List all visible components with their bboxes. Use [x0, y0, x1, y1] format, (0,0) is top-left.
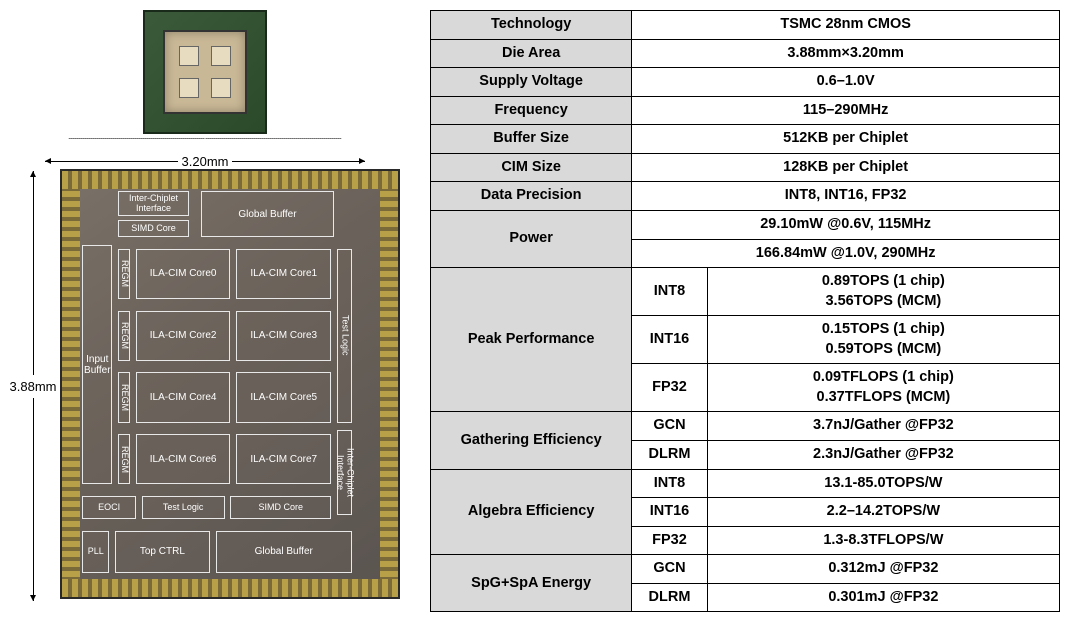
spec-value: 0.312mJ @FP32: [707, 555, 1059, 584]
table-row: Buffer Size512KB per Chiplet: [431, 125, 1060, 154]
package-die: [211, 78, 231, 98]
height-label: 3.88mm: [10, 375, 57, 398]
table-row: CIM Size128KB per Chiplet: [431, 153, 1060, 182]
block-inter-chiplet-right: Inter-Chiplet Interface: [337, 430, 352, 515]
block-ila6: ILA-CIM Core6: [136, 434, 231, 484]
spec-label: Technology: [431, 11, 632, 40]
die-photo: Inter-Chiplet Interface Global Buffer SI…: [60, 169, 400, 599]
spec-value: 0.15TOPS (1 chip)0.59TOPS (MCM): [707, 316, 1059, 364]
package-die: [179, 46, 199, 66]
spec-value: TSMC 28nm CMOS: [632, 11, 1060, 40]
spec-sublabel: FP32: [632, 526, 707, 555]
block-test-logic-bottom: Test Logic: [142, 496, 225, 519]
spec-value: 13.1-85.0TOPS/W: [707, 469, 1059, 498]
block-regm: REGM: [118, 372, 130, 422]
block-test-logic-right: Test Logic: [337, 249, 352, 423]
spec-label: Frequency: [431, 96, 632, 125]
block-regm: REGM: [118, 434, 130, 484]
block-simd-top: SIMD Core: [118, 220, 189, 237]
block-global-buffer-top: Global Buffer: [201, 191, 334, 237]
height-dimension: 3.88mm: [10, 171, 57, 601]
spec-label: Power: [431, 210, 632, 267]
block-top-ctrl: Top CTRL: [115, 531, 210, 573]
table-row: Power29.10mW @0.6V, 115MHz: [431, 210, 1060, 239]
spec-sublabel: GCN: [632, 555, 707, 584]
block-eoci: EOCI: [82, 496, 135, 519]
block-ila5: ILA-CIM Core5: [236, 372, 331, 422]
table-row: TechnologyTSMC 28nm CMOS: [431, 11, 1060, 40]
table-row: Gathering EfficiencyGCN3.7nJ/Gather @FP3…: [431, 412, 1060, 441]
block-ila3: ILA-CIM Core3: [236, 311, 331, 361]
block-global-buffer-bottom: Global Buffer: [216, 531, 352, 573]
width-label: 3.20mm: [178, 154, 233, 169]
spec-sublabel: FP32: [632, 364, 707, 412]
spec-value: 512KB per Chiplet: [632, 125, 1060, 154]
spec-sublabel: INT16: [632, 316, 707, 364]
spec-label: CIM Size: [431, 153, 632, 182]
spec-table: TechnologyTSMC 28nm CMOSDie Area3.88mm×3…: [430, 10, 1060, 612]
block-simd-bottom: SIMD Core: [230, 496, 331, 519]
spec-sublabel: INT16: [632, 498, 707, 527]
spec-value: 128KB per Chiplet: [632, 153, 1060, 182]
table-row: SpG+SpA EnergyGCN0.312mJ @FP32: [431, 555, 1060, 584]
spec-label: SpG+SpA Energy: [431, 555, 632, 612]
package-substrate: [163, 30, 247, 114]
spec-value: INT8, INT16, FP32: [632, 182, 1060, 211]
block-regm: REGM: [118, 311, 130, 361]
spec-value: 0.6–1.0V: [632, 68, 1060, 97]
spec-value: 0.09TFLOPS (1 chip)0.37TFLOPS (MCM): [707, 364, 1059, 412]
chip-figure: 3.20mm 3.88mm Inter-Chiplet Interface Gl…: [10, 10, 400, 601]
spec-value: 166.84mW @1.0V, 290MHz: [632, 239, 1060, 268]
spec-label: Buffer Size: [431, 125, 632, 154]
spec-value: 3.88mm×3.20mm: [632, 39, 1060, 68]
table-row: Die Area3.88mm×3.20mm: [431, 39, 1060, 68]
block-regm: REGM: [118, 249, 130, 299]
table-row: Peak PerformanceINT80.89TOPS (1 chip)3.5…: [431, 268, 1060, 316]
spec-label: Die Area: [431, 39, 632, 68]
width-dimension: 3.20mm: [10, 154, 400, 169]
leader-lines: [45, 138, 365, 154]
block-inter-chiplet-top: Inter-Chiplet Interface: [118, 191, 189, 216]
package-die: [179, 78, 199, 98]
spec-value: 29.10mW @0.6V, 115MHz: [632, 210, 1060, 239]
package-photo: [143, 10, 267, 134]
block-ila2: ILA-CIM Core2: [136, 311, 231, 361]
spec-sublabel: GCN: [632, 412, 707, 441]
block-ila7: ILA-CIM Core7: [236, 434, 331, 484]
spec-value: 0.301mJ @FP32: [707, 583, 1059, 612]
spec-value: 0.89TOPS (1 chip)3.56TOPS (MCM): [707, 268, 1059, 316]
spec-value: 2.3nJ/Gather @FP32: [707, 441, 1059, 470]
spec-sublabel: INT8: [632, 268, 707, 316]
spec-value: 1.3-8.3TFLOPS/W: [707, 526, 1059, 555]
spec-sublabel: DLRM: [632, 583, 707, 612]
package-die: [211, 46, 231, 66]
block-ila1: ILA-CIM Core1: [236, 249, 331, 299]
table-row: Frequency115–290MHz: [431, 96, 1060, 125]
table-row: Supply Voltage0.6–1.0V: [431, 68, 1060, 97]
spec-label: Data Precision: [431, 182, 632, 211]
spec-sublabel: DLRM: [632, 441, 707, 470]
spec-sublabel: INT8: [632, 469, 707, 498]
spec-value: 2.2–14.2TOPS/W: [707, 498, 1059, 527]
table-row: Algebra EfficiencyINT813.1-85.0TOPS/W: [431, 469, 1060, 498]
block-pll: PLL: [82, 531, 109, 573]
table-row: Data PrecisionINT8, INT16, FP32: [431, 182, 1060, 211]
block-input-buffer: Input Buffer: [82, 245, 112, 484]
spec-label: Gathering Efficiency: [431, 412, 632, 469]
spec-label: Supply Voltage: [431, 68, 632, 97]
spec-value: 115–290MHz: [632, 96, 1060, 125]
spec-label: Peak Performance: [431, 268, 632, 412]
block-ila4: ILA-CIM Core4: [136, 372, 231, 422]
spec-value: 3.7nJ/Gather @FP32: [707, 412, 1059, 441]
block-ila0: ILA-CIM Core0: [136, 249, 231, 299]
spec-label: Algebra Efficiency: [431, 469, 632, 555]
